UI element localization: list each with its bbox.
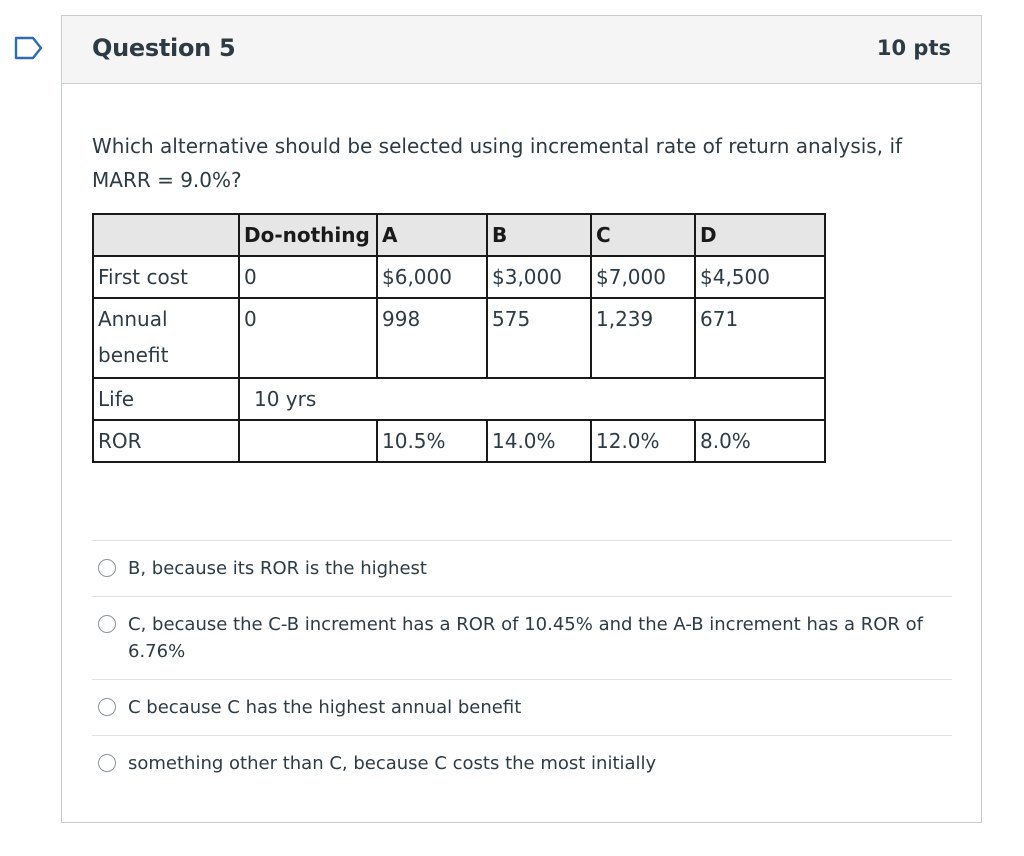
table-cell: $3,000 [486, 255, 592, 299]
table-cell: 12.0% [590, 419, 696, 463]
question-prompt: Which alternative should be selected usi… [92, 129, 932, 197]
table-row: ROR 10.5% 14.0% 12.0% 8.0% [92, 419, 826, 463]
answer-option[interactable]: B, because its ROR is the highest [92, 540, 952, 596]
answer-option[interactable]: C because C has the highest annual benef… [92, 679, 952, 735]
table-row: Annual benefit 0 998 575 1,239 671 [92, 297, 826, 379]
table-header-cell: Do-nothing [238, 213, 378, 257]
prompt-line-1: Which alternative should be selected usi… [92, 134, 903, 158]
question-card: Question 5 10 pts Which alternative shou… [61, 15, 982, 823]
question-header: Question 5 10 pts [62, 16, 981, 84]
question-title: Question 5 [92, 34, 236, 62]
table-cell: 0 [238, 297, 378, 379]
table-cell: First cost [92, 255, 240, 299]
answer-label: C because C has the highest annual benef… [128, 697, 522, 718]
answer-list: B, because its ROR is the highest C, bec… [92, 540, 952, 791]
table-cell: $6,000 [376, 255, 488, 299]
flag-question-icon[interactable] [14, 36, 44, 60]
question-points: 10 pts [876, 36, 951, 60]
table-header-cell: B [486, 213, 592, 257]
table-row: First cost 0 $6,000 $3,000 $7,000 $4,500 [92, 255, 826, 299]
table-cell: 10.5% [376, 419, 488, 463]
radio-icon[interactable] [98, 615, 116, 633]
table-header-row: Do-nothing A B C D [92, 213, 826, 257]
radio-icon[interactable] [98, 754, 116, 772]
radio-icon[interactable] [98, 698, 116, 716]
table-cell: 575 [486, 297, 592, 379]
radio-icon[interactable] [98, 559, 116, 577]
table-cell: 671 [694, 297, 826, 379]
answer-option[interactable]: C, because the C-B increment has a ROR o… [92, 596, 952, 679]
table-cell: 10 yrs [238, 377, 826, 421]
table-cell: $4,500 [694, 255, 826, 299]
table-cell: $7,000 [590, 255, 696, 299]
table-header-cell: D [694, 213, 826, 257]
table-cell: Annual benefit [92, 297, 240, 379]
table-cell [238, 419, 378, 463]
table-row: Life 10 yrs [92, 377, 826, 421]
table-cell: ROR [92, 419, 240, 463]
answer-option[interactable]: something other than C, because C costs … [92, 735, 952, 791]
table-cell: 998 [376, 297, 488, 379]
answer-label: B, because its ROR is the highest [128, 558, 427, 579]
table-header-cell [92, 213, 240, 257]
table-header-cell: A [376, 213, 488, 257]
table-cell: 8.0% [694, 419, 826, 463]
table-cell: Life [92, 377, 240, 421]
table-cell: 1,239 [590, 297, 696, 379]
answer-label: something other than C, because C costs … [128, 753, 657, 774]
prompt-line-2: MARR = 9.0%? [92, 168, 242, 192]
alternatives-table: Do-nothing A B C D First cost 0 $6,000 $… [92, 213, 826, 463]
table-cell: 0 [238, 255, 378, 299]
table-cell: 14.0% [486, 419, 592, 463]
table-header-cell: C [590, 213, 696, 257]
answer-label: C, because the C-B increment has a ROR o… [128, 614, 923, 662]
